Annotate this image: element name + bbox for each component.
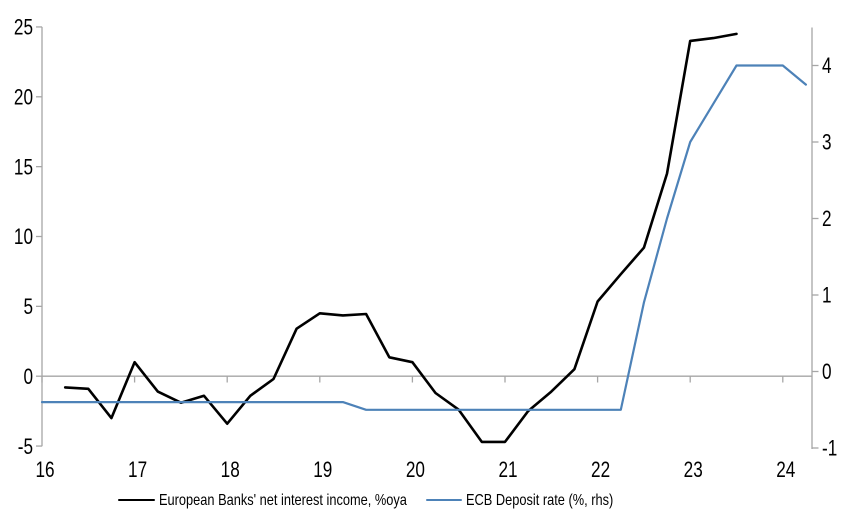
series-line-nii [63, 32, 738, 444]
svg-text:5: 5 [23, 295, 33, 320]
x-tick-label: 17 [128, 458, 147, 483]
x-tick-label: 22 [591, 458, 610, 483]
x-tick-label: 21 [498, 458, 517, 483]
right-axis-label: 3 [822, 131, 832, 156]
right-axis-label: 1 [822, 284, 832, 309]
svg-text:16: 16 [35, 458, 54, 483]
x-tick-label: 18 [221, 458, 240, 483]
left-axis-label: 25 [14, 16, 33, 41]
svg-text:19: 19 [313, 458, 332, 483]
svg-text:21: 21 [498, 458, 517, 483]
x-tick-label: 23 [684, 458, 703, 483]
svg-text:1: 1 [822, 284, 832, 309]
svg-text:15: 15 [14, 155, 33, 180]
svg-text:10: 10 [14, 225, 33, 250]
svg-text:-5: -5 [18, 435, 33, 460]
x-tick-label: 16 [35, 458, 54, 483]
svg-text:4: 4 [822, 54, 832, 79]
right-axis-label: 0 [822, 360, 832, 385]
legend-line-nii [118, 498, 155, 502]
x-tick-label: 24 [776, 458, 795, 483]
left-axis-label: 15 [14, 155, 33, 180]
left-axis-label: 20 [14, 86, 33, 111]
svg-text:0: 0 [822, 360, 832, 385]
left-axis-label: -5 [18, 435, 33, 460]
left-axis-label: 0 [23, 365, 33, 390]
left-axis-label: 5 [23, 295, 33, 320]
svg-text:24: 24 [776, 458, 795, 483]
left-axis-label: 10 [14, 225, 33, 250]
right-axis-label: 2 [822, 207, 832, 232]
svg-text:18: 18 [221, 458, 240, 483]
svg-text:17: 17 [128, 458, 147, 483]
series-line-ecb [40, 64, 808, 411]
right-axis-label: -1 [822, 437, 837, 462]
svg-text:2: 2 [822, 207, 832, 232]
svg-text:20: 20 [14, 86, 33, 111]
svg-text:-1: -1 [822, 437, 837, 462]
svg-text:3: 3 [822, 131, 832, 156]
svg-text:20: 20 [406, 458, 425, 483]
svg-text:22: 22 [591, 458, 610, 483]
legend-label-ecb: ECB Deposit rate (%, rhs) [466, 491, 614, 509]
svg-text:0: 0 [23, 365, 33, 390]
legend-line-ecb [426, 498, 462, 502]
x-tick-label: 19 [313, 458, 332, 483]
right-axis-label: 4 [822, 54, 832, 79]
legend-label-nii: European Banks' net interest income, %oy… [159, 491, 407, 509]
svg-text:25: 25 [14, 16, 33, 41]
svg-text:23: 23 [684, 458, 703, 483]
x-tick-label: 20 [406, 458, 425, 483]
